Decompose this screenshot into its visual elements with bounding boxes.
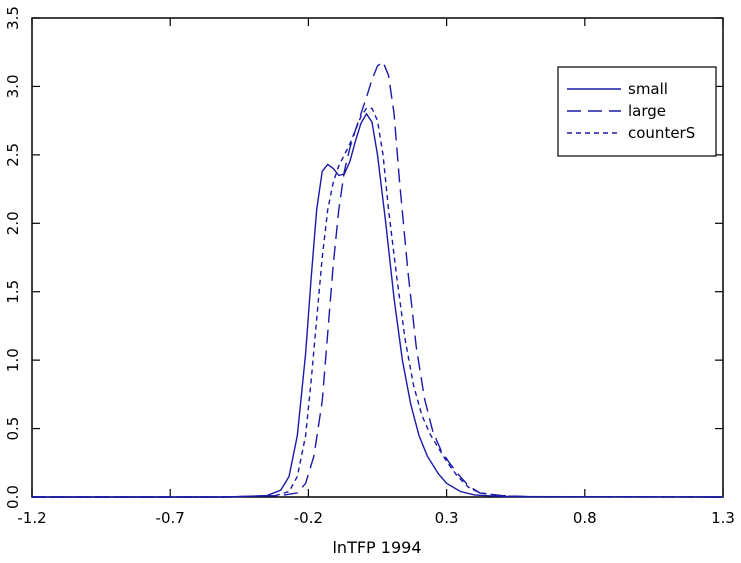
legend-label-large: large	[628, 102, 666, 120]
x-tick-label: 1.3	[711, 509, 735, 527]
y-tick-label: 3.5	[4, 6, 22, 30]
y-tick-label: 0.0	[4, 485, 22, 509]
y-tick-label: 1.0	[4, 348, 22, 372]
series-line-small	[32, 112, 724, 498]
legend-label-counters: counterS	[628, 124, 695, 142]
legend: small large counterS	[557, 66, 717, 157]
y-tick-label: 0.5	[4, 417, 22, 441]
x-tick-label: -1.2	[17, 509, 46, 527]
y-tick-label: 1.5	[4, 280, 22, 304]
legend-box	[557, 66, 717, 157]
x-tick-label: 0.3	[435, 509, 459, 527]
y-tick-label: 2.5	[4, 143, 22, 167]
plot-frame	[31, 17, 724, 498]
y-tick-label: 2.0	[4, 211, 22, 235]
axis-ticks: -1.2 -0.7 -0.2 0.3 0.8 1.3 0.0 0.5 1.0 1.5 2.0 2.5 3…	[4, 6, 735, 527]
y-tick-label: 3.0	[4, 74, 22, 98]
legend-label-small: small	[628, 80, 668, 98]
x-tick-label: -0.7	[156, 509, 185, 527]
series-line-counters	[32, 107, 724, 498]
x-tick-label: 0.8	[573, 509, 597, 527]
x-tick-label: -0.2	[294, 509, 323, 527]
legend-items: small large counterS	[567, 80, 695, 142]
x-axis-label: lnTFP 1994	[332, 538, 421, 557]
series-line-large	[32, 60, 724, 498]
series-lines	[32, 60, 724, 498]
